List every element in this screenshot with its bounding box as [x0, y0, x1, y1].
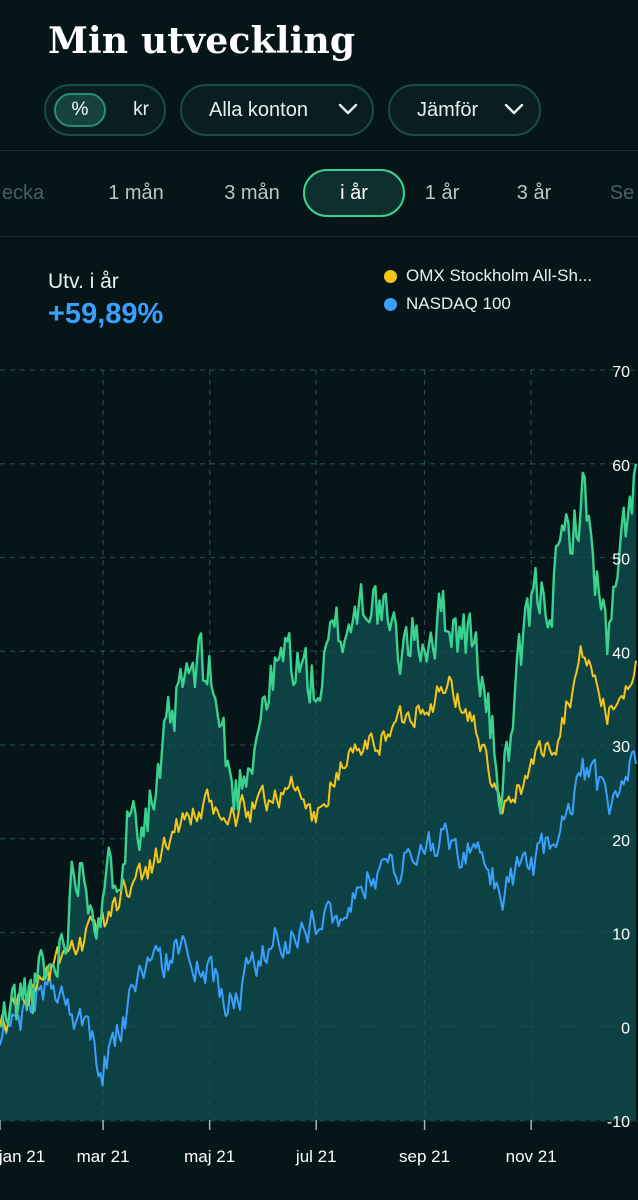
y-axis-tick-label: 50: [612, 552, 630, 569]
x-axis-tick-label: sep 21: [399, 1147, 450, 1166]
period-selector: ecka 1 mån 3 mån i år 1 år 3 år Se: [0, 150, 638, 236]
series-line-portfolio: [0, 463, 638, 1028]
chevron-down-icon: [338, 103, 358, 115]
page-title: Min utveckling: [48, 20, 356, 62]
currency-toggle-button[interactable]: kr: [133, 99, 149, 120]
legend-dot-nasdaq: [384, 297, 397, 311]
y-axis-tick-label: 20: [612, 833, 630, 850]
series-line-nasdaq: [0, 750, 637, 1087]
y-axis-tick-label: 40: [612, 645, 630, 662]
legend-nasdaq: NASDAQ 100: [384, 294, 511, 314]
legend-omx-label: OMX Stockholm All-Sh...: [406, 266, 593, 285]
period-tab-since-start[interactable]: Se: [609, 182, 635, 204]
y-axis-tick-label: 0: [621, 1020, 630, 1037]
x-axis-tick-label: mar 21: [77, 1147, 130, 1166]
period-tab-week[interactable]: ecka: [1, 182, 45, 204]
period-tab-3y[interactable]: 3 år: [516, 182, 552, 204]
x-axis-tick-label: nov 21: [506, 1147, 557, 1166]
performance-chart[interactable]: 70 60 50 40 30 20 10 0 -10 jan 21 mar 21 maj 21 jul …: [0, 340, 638, 1200]
chevron-down-icon: [504, 103, 524, 115]
compare-dropdown-label: Jämför: [417, 98, 479, 121]
portfolio-area: [0, 463, 636, 1120]
period-tab-1m[interactable]: 1 mån: [108, 182, 164, 204]
period-tab-3m[interactable]: 3 mån: [224, 182, 280, 204]
x-axis-tick-label: maj 21: [184, 1147, 235, 1166]
unit-toggle[interactable]: % kr: [44, 84, 166, 136]
period-tab-ytd[interactable]: i år: [303, 169, 405, 217]
y-axis-tick-label: 70: [612, 364, 630, 381]
performance-label: Utv. i år: [48, 270, 119, 293]
period-tab-1y[interactable]: 1 år: [424, 182, 460, 204]
divider: [0, 236, 638, 237]
compare-dropdown[interactable]: Jämför: [388, 84, 541, 136]
percent-toggle-button[interactable]: %: [54, 93, 106, 127]
x-axis-tick-label: jul 21: [295, 1147, 337, 1166]
y-axis-tick-label: 60: [612, 458, 630, 475]
accounts-dropdown[interactable]: Alla konton: [180, 84, 374, 136]
x-axis-tick-label: jan 21: [0, 1147, 45, 1166]
accounts-dropdown-label: Alla konton: [209, 98, 308, 121]
y-axis-tick-label: 30: [612, 739, 630, 756]
divider: [0, 150, 638, 151]
performance-value: +59,89%: [48, 298, 164, 330]
y-axis-tick-label: -10: [607, 1114, 630, 1131]
y-axis-tick-label: 10: [612, 927, 630, 944]
legend-omx: OMX Stockholm All-Sh...: [384, 266, 592, 286]
series-line-omx: [0, 645, 637, 1033]
legend-nasdaq-label: NASDAQ 100: [406, 294, 511, 313]
legend-dot-omx: [384, 269, 397, 283]
